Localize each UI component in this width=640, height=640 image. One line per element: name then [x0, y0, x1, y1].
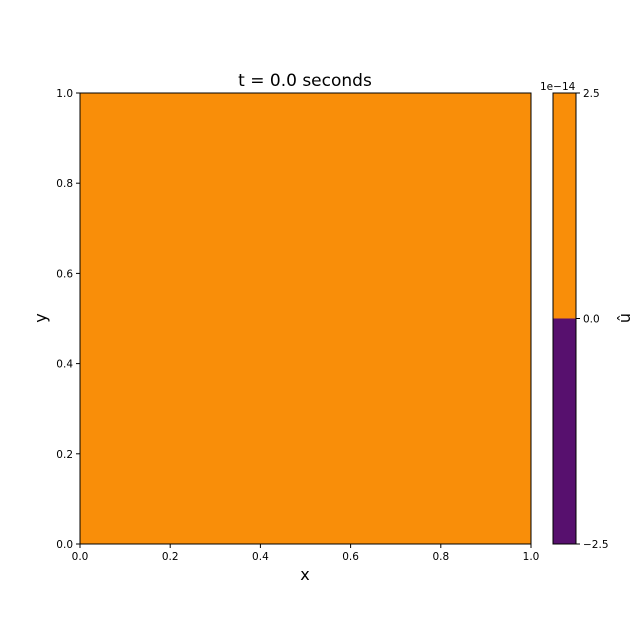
chart-title: t = 0.0 seconds	[238, 71, 372, 91]
y-axis-ticks: 0.0 0.2 0.4 0.6 0.8 1.0	[56, 88, 80, 551]
x-tick-label: 1.0	[523, 551, 540, 563]
x-tick-label: 0.6	[342, 551, 359, 563]
y-tick-label: 0.6	[56, 268, 73, 280]
plot-frame	[79, 92, 532, 545]
x-axis-ticks: 0.0 0.2 0.4 0.6 0.8 1.0	[72, 544, 540, 563]
y-tick-label: 0.0	[56, 539, 73, 551]
y-tick-label: 1.0	[56, 88, 73, 100]
colorbar-tick-label: −2.5	[583, 539, 609, 551]
plot-area	[79, 92, 532, 545]
y-tick-label: 0.2	[56, 449, 73, 461]
colorbar-offset-text: 1e−14	[540, 81, 576, 93]
x-axis-label: x	[300, 565, 309, 584]
x-tick-label: 0.4	[252, 551, 269, 563]
colorbar	[552, 92, 577, 545]
colorbar-tick-label: 2.5	[583, 88, 600, 100]
field-fill	[80, 93, 531, 544]
x-tick-label: 0.2	[162, 551, 179, 563]
colorbar-tick-label: 0.0	[583, 314, 600, 326]
x-tick-label: 0.0	[72, 551, 89, 563]
x-tick-label: 0.8	[432, 551, 449, 563]
colorbar-level	[553, 93, 576, 319]
y-tick-label: 0.4	[56, 359, 73, 371]
colorbar-ticks: −2.5 0.0 2.5	[576, 88, 609, 551]
colorbar-label: û	[615, 313, 634, 323]
y-tick-label: 0.8	[56, 178, 73, 190]
y-axis-label: y	[31, 313, 50, 322]
colorbar-level	[553, 318, 576, 544]
